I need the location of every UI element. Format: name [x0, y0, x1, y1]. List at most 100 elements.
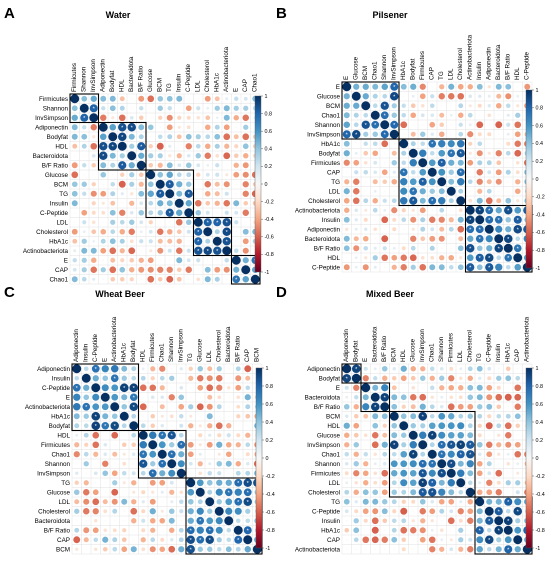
correlation-circle — [496, 198, 502, 204]
correlation-circle — [214, 200, 220, 206]
significance-star: * — [412, 452, 415, 458]
correlation-circle — [343, 264, 350, 271]
correlation-circle — [168, 144, 172, 148]
correlation-circle — [420, 113, 425, 118]
correlation-circle — [101, 384, 109, 392]
correlation-circle — [150, 136, 152, 138]
correlation-circle — [475, 205, 485, 215]
correlation-circle — [353, 461, 359, 467]
correlation-circle — [381, 479, 388, 486]
colorbar-gradient — [255, 367, 263, 549]
correlation-circle — [430, 395, 434, 399]
correlation-circle — [168, 508, 175, 515]
correlation-circle — [488, 434, 490, 436]
correlation-circle — [138, 181, 144, 187]
correlation-circle — [243, 96, 248, 101]
significance-star: * — [460, 170, 463, 176]
correlation-circle — [506, 122, 511, 127]
correlation-circle — [223, 105, 230, 112]
correlation-circle — [353, 122, 359, 128]
correlation-circle — [343, 403, 350, 410]
correlation-circle — [478, 452, 482, 456]
correlation-circle — [83, 537, 89, 543]
correlation-circle — [371, 526, 379, 534]
correlation-circle — [150, 117, 152, 119]
correlation-circle — [420, 236, 426, 242]
correlation-circle — [353, 178, 360, 185]
correlation-circle — [384, 548, 386, 550]
correlation-circle — [101, 201, 105, 205]
correlation-circle — [342, 364, 352, 374]
correlation-circle — [353, 537, 359, 543]
column-label: Bacteroidota — [372, 326, 379, 362]
correlation-circle — [389, 129, 399, 139]
correlation-circle — [222, 237, 231, 246]
column-label: Actinobacteriota — [524, 316, 531, 362]
correlation-circle — [381, 469, 389, 477]
row-label: Firmicutes — [41, 442, 70, 449]
correlation-circle — [177, 460, 185, 468]
correlation-circle — [223, 133, 231, 141]
correlation-circle — [186, 478, 196, 488]
correlation-circle — [214, 276, 220, 282]
correlation-circle — [477, 413, 483, 419]
column-label: Cholesterol — [457, 48, 464, 80]
correlation-circle — [110, 191, 116, 197]
correlation-circle — [400, 450, 408, 458]
correlation-circle — [99, 133, 107, 141]
correlation-circle — [242, 275, 250, 283]
column-label: Shannon — [438, 336, 445, 362]
correlation-circle — [245, 413, 251, 419]
correlation-circle — [72, 143, 78, 149]
correlation-circle — [179, 423, 184, 428]
correlation-circle — [487, 132, 492, 137]
correlation-circle — [476, 83, 483, 90]
correlation-circle — [487, 170, 492, 175]
correlation-circle — [93, 174, 95, 176]
correlation-circle — [242, 143, 249, 150]
correlation-circle — [225, 451, 232, 458]
correlation-circle — [225, 479, 232, 486]
correlation-circle — [185, 133, 192, 140]
correlation-circle — [196, 106, 201, 111]
correlation-circle — [343, 150, 350, 157]
correlation-circle — [409, 196, 418, 205]
correlation-circle — [440, 405, 444, 409]
correlation-circle — [494, 243, 504, 253]
correlation-circle — [438, 140, 446, 148]
correlation-circle — [242, 247, 249, 254]
correlation-circle — [74, 375, 80, 381]
correlation-circle — [71, 162, 78, 169]
correlation-circle — [190, 472, 192, 474]
correlation-circle — [392, 170, 396, 174]
correlation-circle — [353, 236, 359, 242]
significance-star: * — [133, 386, 136, 392]
significance-star: * — [209, 528, 212, 534]
correlation-circle — [409, 393, 417, 401]
correlation-circle — [344, 527, 350, 533]
column-label: Cholesterol — [467, 330, 474, 362]
correlation-circle — [411, 519, 415, 523]
correlation-circle — [514, 188, 521, 195]
row-label: LDL — [56, 219, 68, 226]
correlation-circle — [222, 218, 231, 227]
correlation-circle — [132, 490, 136, 494]
column-label: TG — [476, 353, 483, 362]
correlation-circle — [76, 463, 78, 465]
correlation-circle — [224, 258, 229, 263]
correlation-circle — [355, 143, 357, 145]
correlation-circle — [149, 479, 156, 486]
correlation-circle — [245, 221, 247, 223]
correlation-circle — [343, 159, 350, 166]
correlation-circle — [120, 277, 125, 282]
correlation-circle — [459, 500, 463, 504]
correlation-circle — [449, 547, 454, 552]
row-label: Chao1 — [321, 451, 340, 458]
correlation-circle — [171, 425, 173, 427]
significance-star: * — [498, 509, 501, 515]
correlation-circle — [400, 254, 407, 261]
correlation-circle — [513, 244, 522, 253]
correlation-circle — [84, 442, 89, 447]
correlation-circle — [476, 441, 483, 448]
correlation-circle — [169, 489, 175, 495]
